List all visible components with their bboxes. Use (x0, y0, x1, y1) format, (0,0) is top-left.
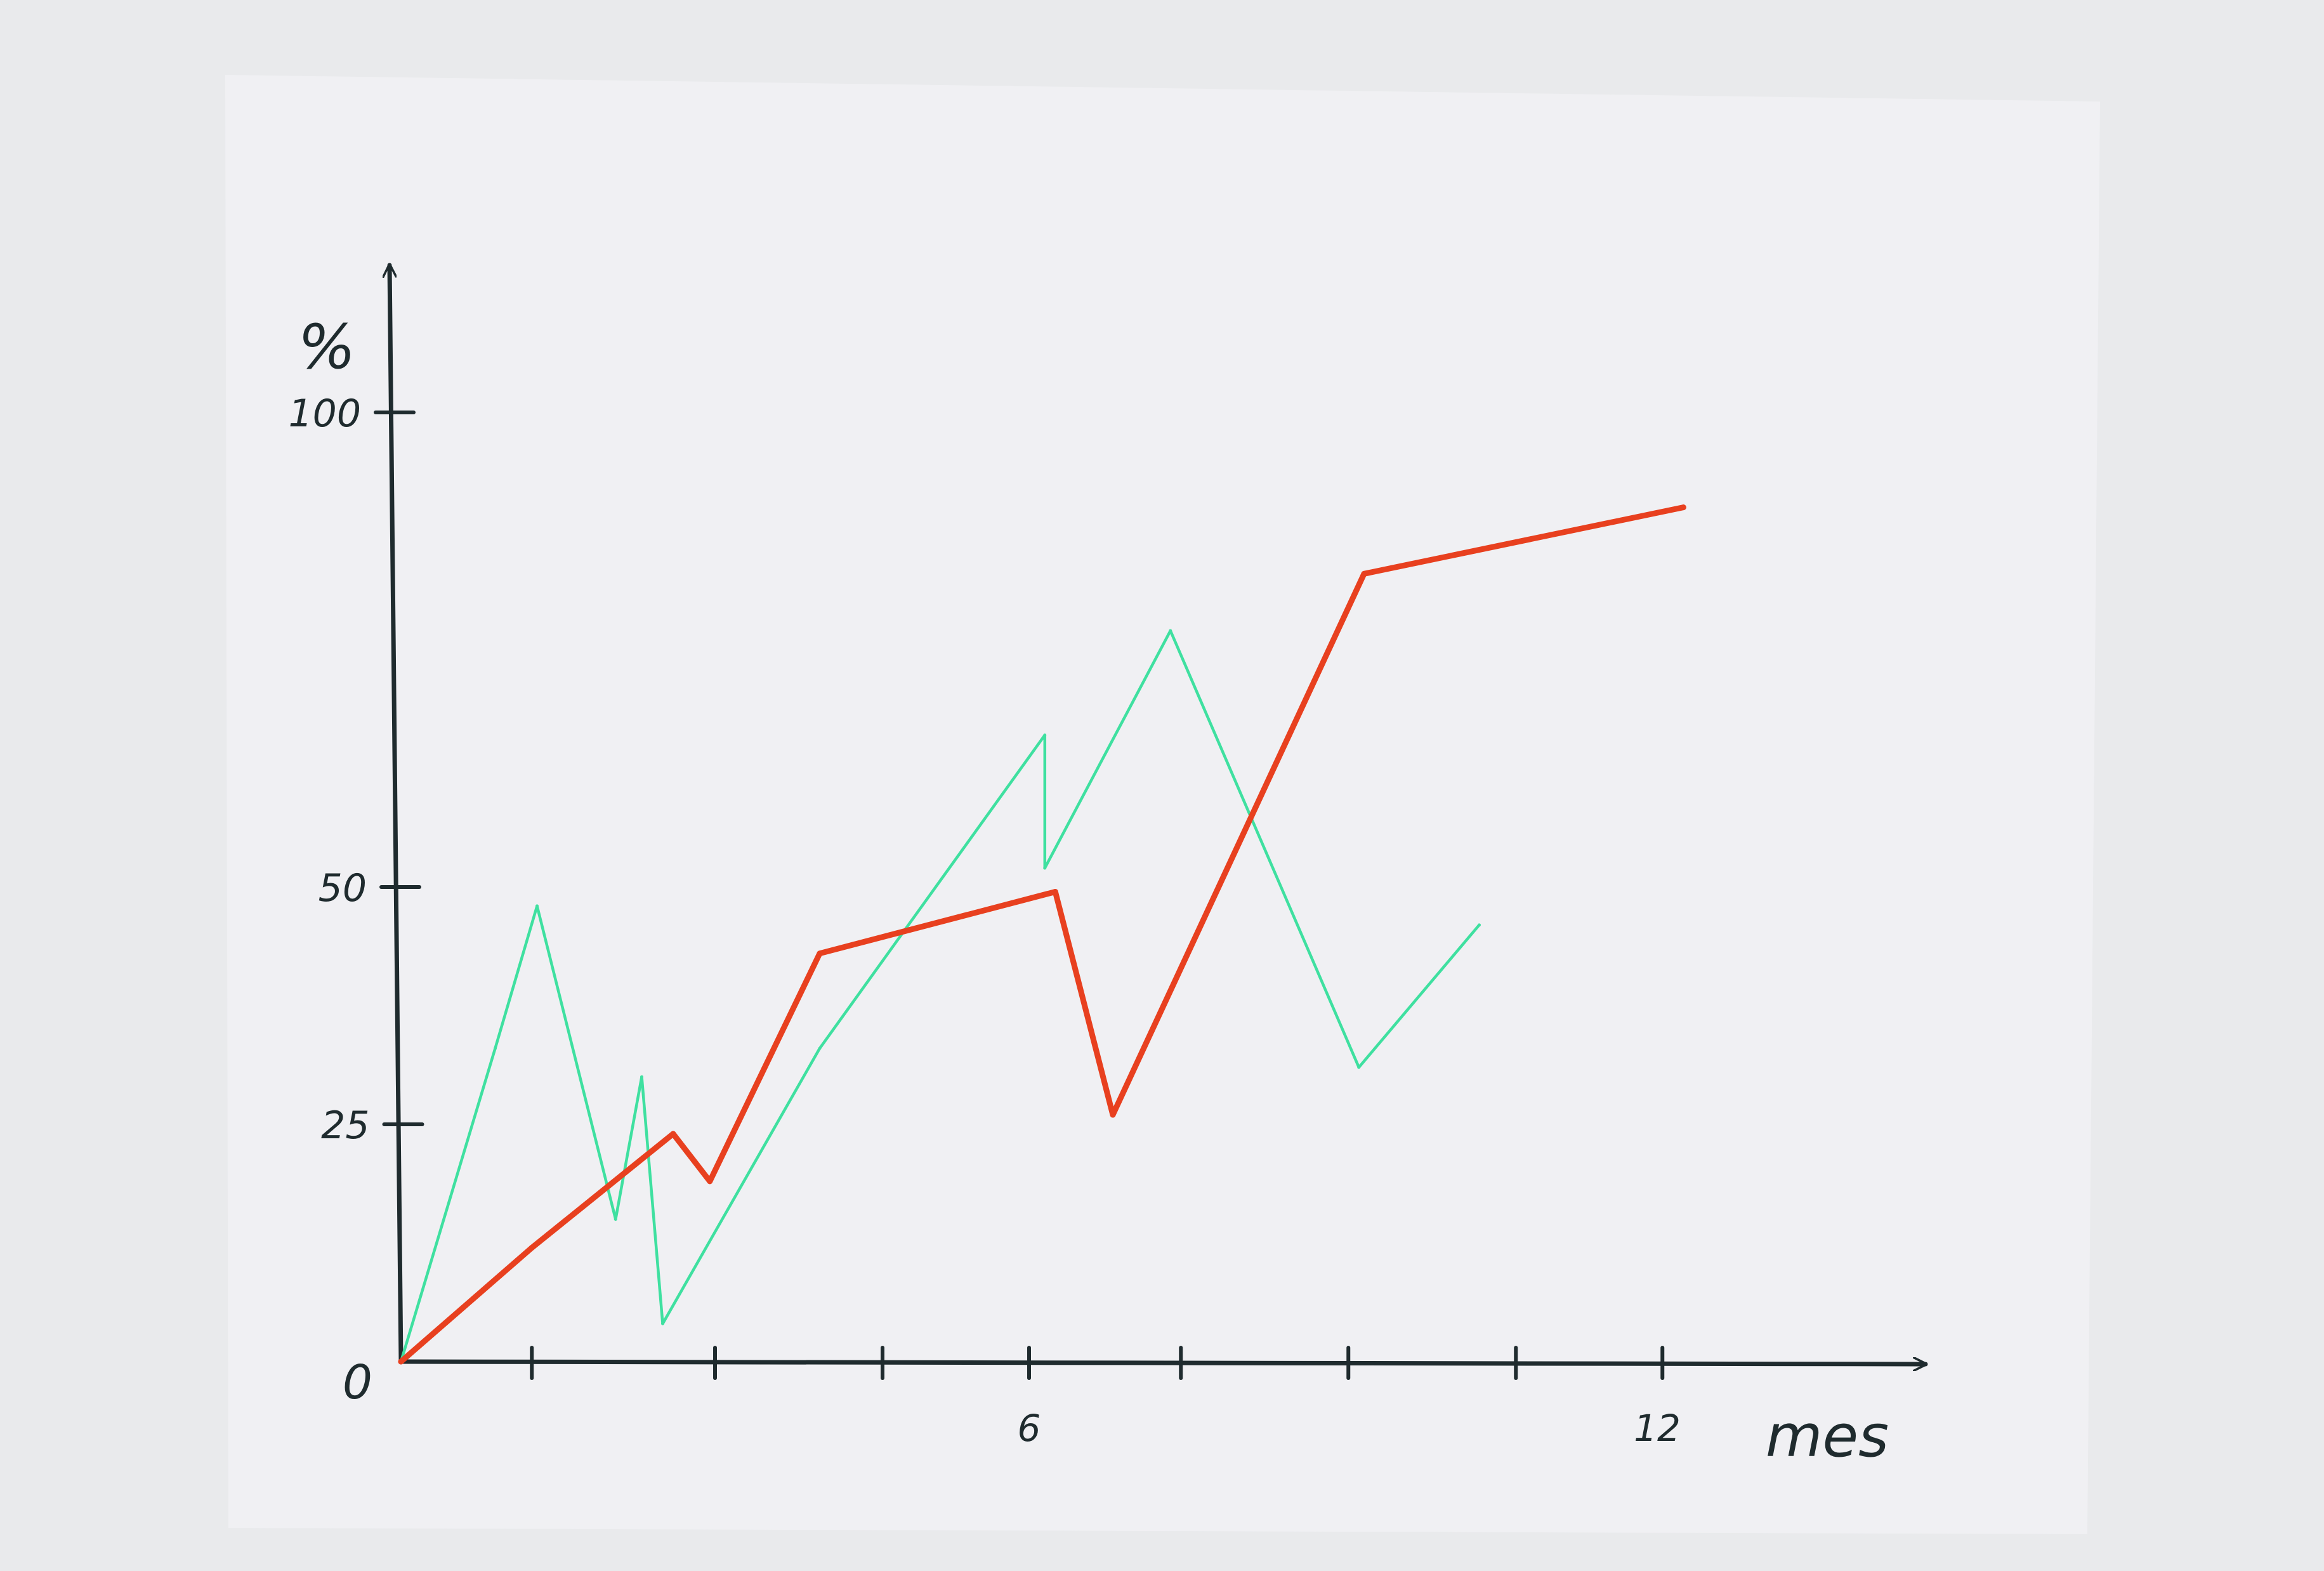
red-point-2 (670, 1131, 676, 1137)
y-axis-ticks: 0 25 50 100 (288, 391, 424, 1410)
green-point-10 (1357, 1065, 1361, 1069)
red-point-6 (1110, 1112, 1116, 1118)
y-axis-label: % (298, 312, 355, 383)
green-point-5 (661, 1322, 664, 1325)
x-axis (398, 1362, 1928, 1364)
x-tick-label-6: 6 (1018, 1407, 1041, 1450)
y-axis (390, 263, 404, 1364)
x-tick-label-12: 12 (1634, 1407, 1681, 1450)
red-point-1 (528, 1244, 535, 1251)
y-tick-label-0: 0 (343, 1355, 372, 1410)
x-axis-label: mes (1766, 1402, 1889, 1470)
y-tick-label-25: 25 (321, 1103, 369, 1148)
red-point-5 (1052, 888, 1058, 895)
red-point-8 (1680, 504, 1686, 511)
green-point-4 (640, 1075, 643, 1079)
green-point-11 (1478, 923, 1481, 927)
green-point-7 (1043, 733, 1047, 737)
red-point-3 (707, 1178, 713, 1185)
green-point-2 (535, 904, 539, 908)
x-axis-ticks: 6 12 (530, 1346, 1681, 1450)
series-layer (398, 504, 1686, 1365)
green-point-8 (1043, 866, 1047, 870)
red-point-4 (817, 950, 823, 957)
green-point-9 (1169, 629, 1172, 633)
y-tick-label-50: 50 (318, 866, 367, 910)
series-line-green (399, 629, 1481, 1364)
red-point-0 (398, 1358, 404, 1365)
green-point-3 (614, 1218, 617, 1221)
green-point-1 (494, 1046, 497, 1050)
red-point-7 (1361, 570, 1367, 577)
y-tick-label-100: 100 (288, 391, 361, 436)
plot-area: 6 12 0 25 50 100 % mes (288, 263, 1928, 1470)
green-point-6 (818, 1046, 822, 1050)
paper-sheet (225, 75, 2100, 1534)
